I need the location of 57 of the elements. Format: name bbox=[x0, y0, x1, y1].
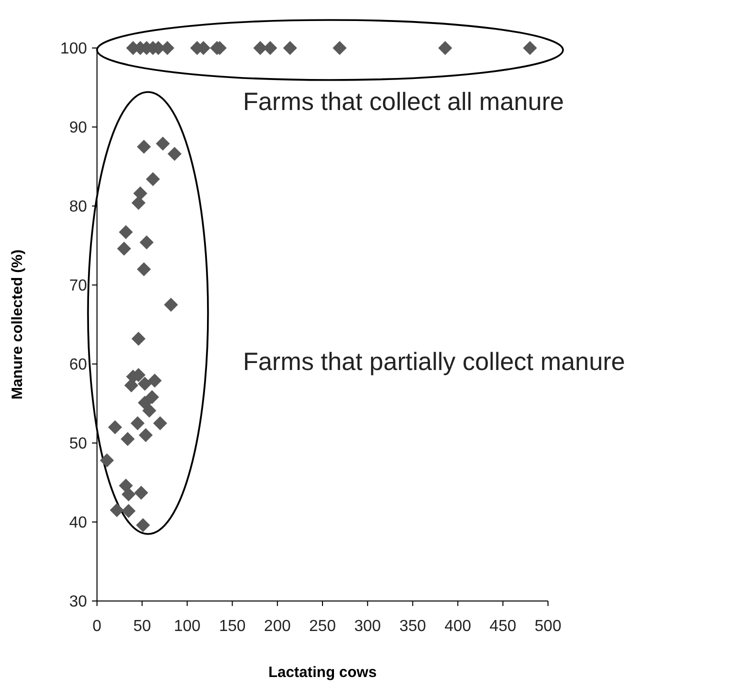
y-tick-label: 90 bbox=[69, 120, 88, 137]
y-tick-label: 80 bbox=[69, 198, 88, 216]
point bbox=[156, 136, 170, 151]
point bbox=[138, 428, 153, 442]
point bbox=[146, 172, 160, 186]
y-tick-label: 50 bbox=[69, 436, 88, 453]
point bbox=[164, 298, 178, 312]
y-tick-label: 70 bbox=[69, 278, 88, 295]
y-axis-title: Manure collected (%) bbox=[9, 249, 26, 400]
point bbox=[168, 146, 182, 161]
point bbox=[142, 404, 156, 418]
x-tick-label: 250 bbox=[309, 618, 336, 635]
point bbox=[332, 41, 347, 55]
point bbox=[153, 416, 168, 430]
x-tick-label: 0 bbox=[92, 618, 102, 635]
point bbox=[122, 504, 136, 518]
y-tick-label: 30 bbox=[69, 594, 88, 611]
point bbox=[438, 41, 452, 55]
y-tick-label: 40 bbox=[69, 514, 88, 532]
x-tick-label: 400 bbox=[444, 618, 472, 635]
x-tick-label: 100 bbox=[174, 618, 201, 635]
point bbox=[136, 262, 151, 276]
x-tick-label: 150 bbox=[218, 618, 246, 635]
x-tick-label: 300 bbox=[354, 618, 382, 635]
point bbox=[140, 235, 154, 250]
point bbox=[136, 140, 151, 154]
point bbox=[131, 332, 146, 346]
point bbox=[118, 225, 133, 240]
point bbox=[145, 390, 160, 404]
point bbox=[136, 518, 150, 532]
x-axis-title: Lactating cows bbox=[268, 664, 377, 681]
point bbox=[122, 487, 136, 502]
point bbox=[124, 378, 138, 392]
point bbox=[120, 432, 135, 446]
x-tick-label: 350 bbox=[399, 618, 426, 635]
point bbox=[133, 186, 148, 200]
point bbox=[117, 242, 132, 256]
y-tick-label: 60 bbox=[69, 356, 88, 374]
x-tick-label: 50 bbox=[133, 618, 152, 635]
point bbox=[100, 453, 114, 468]
x-tick-label: 200 bbox=[264, 618, 291, 635]
point bbox=[283, 41, 298, 55]
y-tick-label: 100 bbox=[60, 40, 88, 58]
point bbox=[110, 503, 124, 518]
point bbox=[138, 376, 152, 391]
point bbox=[253, 41, 268, 55]
x-tick-label: 450 bbox=[490, 618, 516, 635]
point bbox=[108, 420, 122, 434]
annotation: Farms that partially collect manure bbox=[243, 348, 626, 376]
point bbox=[522, 41, 537, 55]
point bbox=[131, 196, 146, 210]
point bbox=[130, 416, 145, 430]
x-tick-label: 500 bbox=[534, 618, 562, 635]
point bbox=[263, 41, 278, 55]
annotation: Farms that collect all manure bbox=[243, 88, 564, 116]
point bbox=[148, 374, 162, 388]
point bbox=[134, 486, 148, 500]
